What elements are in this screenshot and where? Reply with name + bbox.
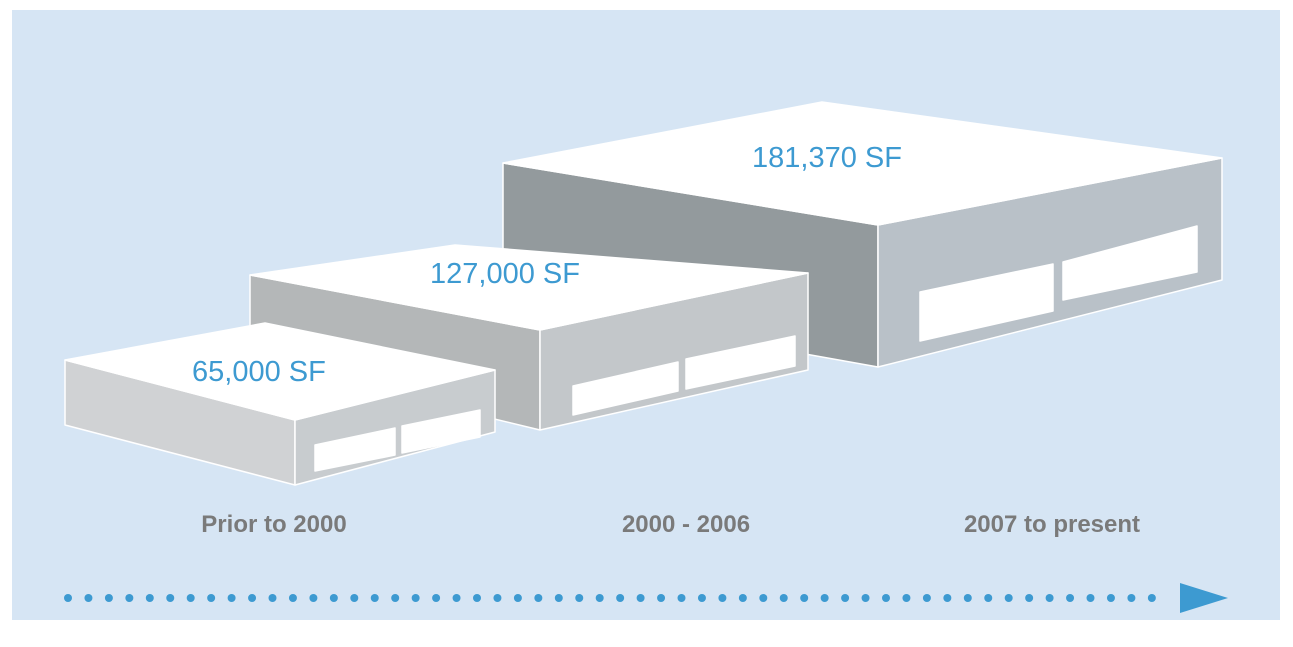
arrow-dot [943,594,952,602]
arrow-dot [759,594,768,602]
arrow-dot [493,594,502,602]
arrow-dot [432,594,441,602]
arrow-dot [882,594,890,602]
arrow-dot [104,594,113,602]
arrow-dot [309,594,318,602]
arrow-dot [288,594,297,602]
building-roof [249,244,809,331]
window [685,335,796,390]
arrow-dot [513,594,522,602]
arrow-dot [227,594,236,602]
arrow-dot [677,594,686,602]
arrow-dot [1004,594,1013,602]
arrow-dot [268,594,277,602]
arrow-dot [125,594,134,602]
period-label: 2000 - 2006 [622,511,750,538]
arrow-dot [922,594,931,602]
area-label: 127,000 SF [430,258,580,290]
arrow-dot [1086,594,1095,602]
area-label: 181,370 SF [752,142,902,174]
window [314,427,396,472]
arrow-dot [84,594,93,602]
arrow-dot [554,594,563,602]
period-label: Prior to 2000 [201,511,346,538]
arrow-dot [657,594,666,602]
arrow-dot [329,594,338,602]
arrow-dot [902,594,911,602]
timeline-arrow [64,583,1228,613]
arrow-dot [636,594,645,602]
arrow-dot [207,594,216,602]
arrow-dot [1106,594,1115,602]
arrow-dot [391,594,400,602]
window [401,409,481,454]
arrow-head [1180,583,1228,613]
arrow-dot [166,594,175,602]
arrow-dot [452,594,461,602]
arrow-dot [841,594,850,602]
arrow-dot [575,594,584,602]
period-label: 2007 to present [964,511,1140,538]
arrow-dot [718,594,727,602]
arrow-dot [1127,594,1136,602]
window [1062,225,1198,301]
arrow-dot [779,594,788,602]
arrow-dot [984,594,993,602]
arrow-dot [370,594,379,602]
building-roof [502,101,1223,226]
arrow-dot [861,594,870,602]
arrow-dot [473,594,481,602]
arrow-dot [820,594,829,602]
arrow-dot [248,594,257,602]
arrow-dot [1147,594,1156,602]
arrow-dot [595,594,604,602]
arrow-dot [697,594,706,602]
arrow-dot [186,594,195,602]
window [572,361,679,416]
window [919,263,1054,342]
building-roof [64,322,496,421]
arrow-dot [800,594,809,602]
arrow-dot [64,594,72,602]
building-small [64,322,496,486]
arrow-dot [1066,594,1075,602]
arrow-dot [350,594,359,602]
arrow-dot [1025,594,1034,602]
arrow-dot [534,594,543,602]
arrow-dot [963,594,972,602]
arrow-dot [1045,594,1054,602]
arrow-dot [411,594,420,602]
area-label: 65,000 SF [192,356,326,388]
arrow-dot [145,594,154,602]
arrow-dot [616,594,625,602]
arrow-dot [738,594,747,602]
